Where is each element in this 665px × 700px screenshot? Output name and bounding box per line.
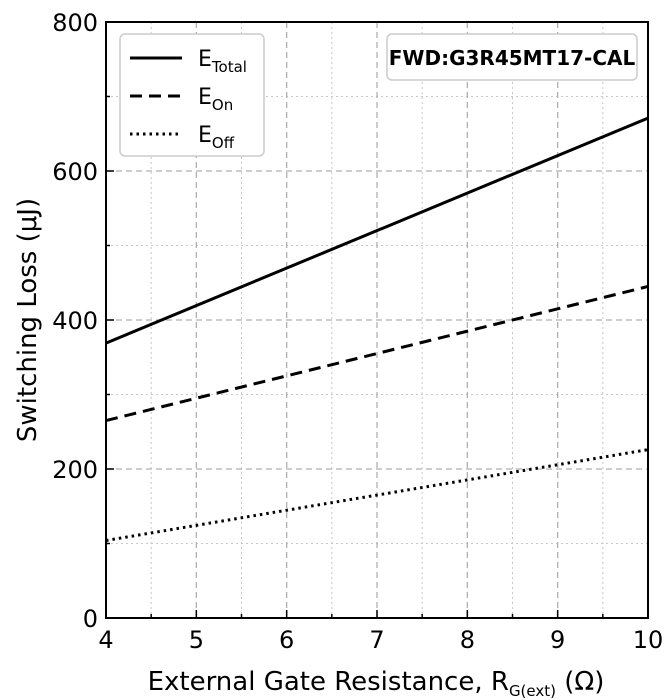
x-tick-label: 9 [550,626,565,654]
legend: ETotal EOn EOff [119,33,265,157]
series-layer [105,116,649,542]
y-tick-label: 400 [52,307,98,335]
legend-label-off: EOff [198,123,235,152]
y-tick-label: 0 [83,605,98,633]
y-tick-label: 800 [52,9,98,37]
x-tick-label: 4 [98,626,113,654]
tick-labels: 4 5 6 7 8 9 10 0 200 400 600 800 [52,9,663,654]
annotation-text: FWD:G3R45MT17-CAL [389,46,636,70]
x-axis-label: External Gate Resistance, RG(ext) (Ω) [148,667,605,700]
x-tick-label: 7 [369,626,384,654]
series-line-off [105,448,649,542]
series-line-on [105,285,649,423]
annotation: FWD:G3R45MT17-CAL [386,33,638,81]
legend-box [119,33,265,157]
y-tick-label: 200 [52,456,98,484]
legend-label-total: ETotal [198,47,247,76]
x-tick-label: 6 [279,626,294,654]
axis-ticks [106,95,604,618]
major-grid [106,22,648,618]
x-tick-label: 10 [633,626,664,654]
legend-entries: ETotal EOn EOff [130,47,247,152]
annotation-box [386,33,638,81]
x-tick-label: 5 [189,626,204,654]
y-tick-label: 600 [52,158,98,186]
series-line-total [105,116,649,345]
y-axis-label: Switching Loss (μJ) [13,198,43,442]
legend-label-on: EOn [198,85,233,114]
x-tick-label: 8 [460,626,475,654]
